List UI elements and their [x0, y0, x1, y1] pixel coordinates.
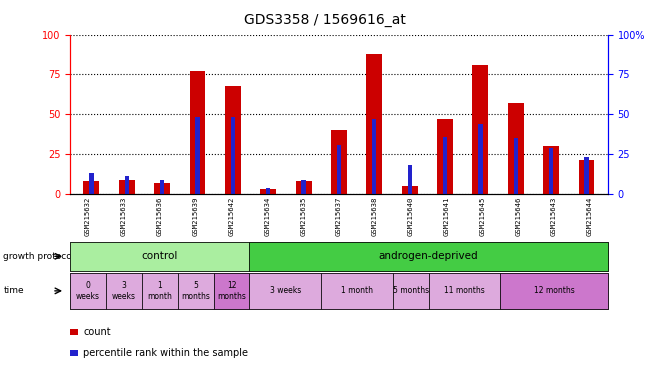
Bar: [260, 189, 276, 194]
Text: 0
weeks: 0 weeks: [76, 281, 100, 301]
Bar: [443, 137, 447, 194]
Text: growth protocol: growth protocol: [3, 252, 75, 261]
Bar: [549, 148, 553, 194]
Bar: [296, 181, 311, 194]
Bar: [478, 124, 482, 194]
Text: 3
weeks: 3 weeks: [112, 281, 136, 301]
Text: control: control: [142, 251, 178, 262]
Bar: [225, 86, 241, 194]
Text: GSM215634: GSM215634: [265, 197, 270, 236]
Bar: [408, 165, 412, 194]
Text: GDS3358 / 1569616_at: GDS3358 / 1569616_at: [244, 13, 406, 27]
Text: count: count: [83, 327, 111, 337]
Text: GSM215640: GSM215640: [408, 197, 413, 236]
Bar: [514, 138, 518, 194]
Text: androgen-deprived: androgen-deprived: [379, 251, 478, 262]
Text: time: time: [3, 286, 24, 295]
Text: 12
months: 12 months: [217, 281, 246, 301]
Bar: [154, 183, 170, 194]
Text: GSM215645: GSM215645: [479, 197, 486, 236]
Bar: [302, 180, 306, 194]
Text: 3 weeks: 3 weeks: [270, 286, 301, 295]
Bar: [584, 157, 589, 194]
Bar: [367, 54, 382, 194]
Text: GSM215644: GSM215644: [587, 197, 593, 236]
Bar: [125, 176, 129, 194]
Text: GSM215638: GSM215638: [372, 197, 378, 236]
Bar: [266, 187, 270, 194]
Text: 1 month: 1 month: [341, 286, 373, 295]
Bar: [578, 161, 595, 194]
Bar: [119, 180, 135, 194]
Text: GSM215633: GSM215633: [121, 197, 127, 236]
Bar: [331, 130, 347, 194]
Bar: [437, 119, 453, 194]
Bar: [473, 65, 488, 194]
Bar: [231, 118, 235, 194]
Bar: [372, 119, 376, 194]
Text: 5
months: 5 months: [181, 281, 210, 301]
Text: GSM215637: GSM215637: [336, 197, 342, 236]
Bar: [508, 103, 524, 194]
Bar: [190, 71, 205, 194]
Bar: [402, 186, 418, 194]
Text: GSM215641: GSM215641: [443, 197, 450, 236]
Bar: [337, 144, 341, 194]
Text: GSM215642: GSM215642: [228, 197, 235, 236]
Bar: [196, 118, 200, 194]
Text: GSM215639: GSM215639: [192, 197, 199, 236]
Text: 5 months: 5 months: [393, 286, 429, 295]
Bar: [83, 181, 99, 194]
Text: percentile rank within the sample: percentile rank within the sample: [83, 348, 248, 358]
Text: GSM215646: GSM215646: [515, 197, 521, 236]
Text: GSM215643: GSM215643: [551, 197, 557, 236]
Bar: [89, 173, 94, 194]
Bar: [543, 146, 559, 194]
Text: GSM215635: GSM215635: [300, 197, 306, 236]
Bar: [160, 180, 164, 194]
Text: GSM215636: GSM215636: [157, 197, 162, 236]
Text: GSM215632: GSM215632: [85, 197, 91, 236]
Text: 1
month: 1 month: [148, 281, 172, 301]
Text: 11 months: 11 months: [444, 286, 485, 295]
Text: 12 months: 12 months: [534, 286, 575, 295]
